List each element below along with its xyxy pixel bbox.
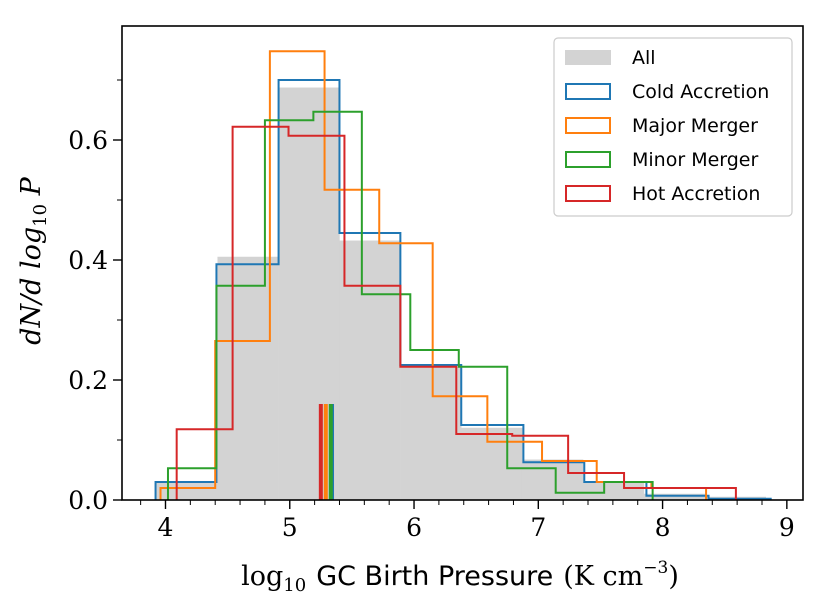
legend-item-hot-accretion: Hot Accretion [565,183,760,205]
legend-label: Minor Merger [632,149,758,171]
legend-frame [553,37,793,217]
legend-swatch [565,83,611,100]
axes [121,25,804,501]
series-hot-accretion [175,125,737,500]
x-tick-label: 8 [655,513,671,542]
legend-label: Hot Accretion [632,183,760,205]
x-tick-label: 5 [282,513,298,542]
legend-item-cold-accretion: Cold Accretion [565,81,769,103]
x-tick-label: 7 [530,513,546,542]
bar-all-0 [156,481,218,501]
median-markers [318,404,335,500]
x-tick-label: 9 [779,513,795,542]
bar-all-1 [217,256,279,501]
legend-swatch [565,151,611,168]
y-axis-label-main: dN/d log [16,227,47,345]
x-tick-label: 4 [158,513,174,542]
legend-label: Cold Accretion [632,81,769,103]
legend-swatch [565,50,611,65]
bar-all-7 [582,481,645,501]
legend-swatch [565,185,611,202]
legend-item-all: All [565,47,656,69]
bar-all-6 [521,459,584,501]
legend-label: All [632,47,656,69]
legend-item-major-merger: Major Merger [565,115,758,137]
x-axis-label: log10 GC Birth Pressure (K cm−3) [241,558,679,596]
legend: All Cold Accretion Major Merger Minor Merge… [553,37,793,217]
y-tick-label: 0.2 [68,366,108,395]
y-axis-label-sub: 10 [30,204,51,227]
series-cold-accretion [154,79,772,500]
series-minor-merger [166,110,654,500]
legend-label: Major Merger [632,115,758,137]
y-tick-label: 0.0 [68,486,108,515]
legend-item-minor-merger: Minor Merger [565,149,758,171]
step-cold-accretion [154,79,772,500]
x-axis-label-log: log [241,561,283,592]
y-tick-label: 0.6 [68,126,108,155]
legend-swatch [565,117,611,134]
x-axis-label-unit-open: (K cm [563,561,643,592]
y-axis-label: dN/d log10 P [16,176,51,345]
x-axis-label-unit-close: ) [668,561,679,592]
tick-marks [113,79,788,509]
tick-labels: 4 5 6 7 8 9 0.0 0.2 0.4 0.6 [68,126,795,542]
y-axis-label-tail: P [16,176,47,204]
x-axis-label-text: GC Birth Pressure [316,561,553,592]
bar-all-3 [339,240,401,501]
step-hot-accretion [175,125,737,500]
legend-items: All Cold Accretion Major Merger Minor Merge… [565,47,769,205]
x-axis-label-sub: 10 [283,575,306,596]
bar-all-4 [400,366,462,501]
x-tick-label: 6 [406,513,422,542]
step-minor-merger [166,110,654,500]
plot-frame [121,25,804,501]
y-tick-label: 0.4 [68,246,108,275]
bar-all-5 [461,427,523,501]
x-axis-label-unit-exp: −3 [643,558,668,578]
